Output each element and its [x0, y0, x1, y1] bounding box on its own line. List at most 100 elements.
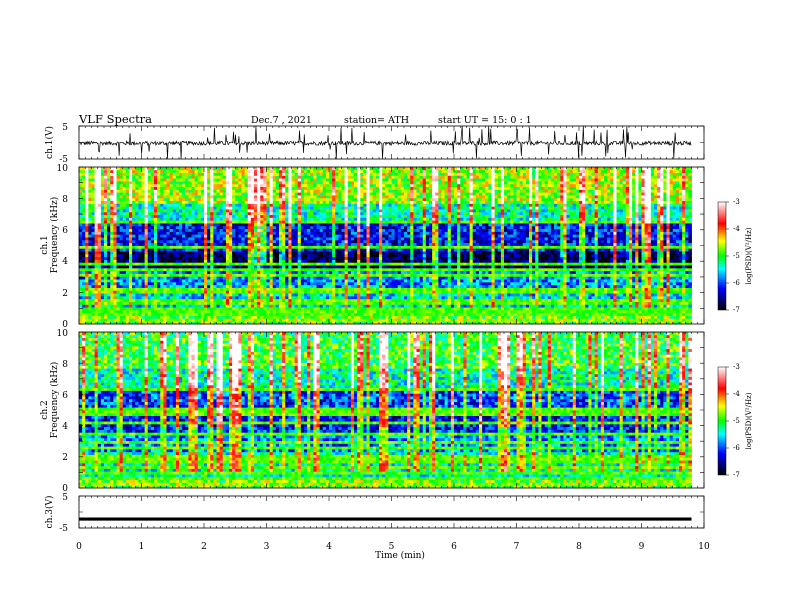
spectrogram-cell: [216, 251, 221, 255]
spectrogram-cell: [97, 256, 102, 260]
spectrogram-cell: [322, 214, 327, 218]
spectrogram-cell: [166, 287, 171, 291]
spectrogram-cell: [325, 307, 330, 311]
spectrogram-cell: [263, 267, 267, 272]
spectrogram-cell: [135, 192, 139, 196]
spectrogram-cell: [122, 321, 127, 325]
spectrogram-cell: [313, 245, 317, 249]
spectrogram-cell: [285, 304, 289, 308]
spectrogram-cell: [322, 304, 327, 308]
spectrogram-cell: [322, 186, 327, 190]
spectrogram-cell: [204, 206, 208, 210]
spectrogram-cell: [222, 251, 227, 255]
spectrogram-cell: [135, 295, 139, 300]
spectrogram-cell: [344, 307, 349, 311]
spectrogram-cell: [160, 225, 164, 230]
spectrogram-cell: [310, 192, 314, 196]
spectrogram-cell: [285, 209, 289, 213]
spectrogram-cell: [229, 270, 233, 274]
spectrogram-cell: [166, 301, 171, 305]
spectrogram-cell: [169, 183, 174, 188]
spectrogram-cell: [316, 172, 321, 176]
spectrogram-cell: [304, 265, 308, 269]
spectrogram-cell: [238, 265, 242, 269]
spectrogram-cell: [179, 262, 183, 266]
spectrogram-cell: [119, 186, 124, 190]
spectrogram-cell: [279, 287, 283, 291]
spectrogram-cell: [279, 167, 283, 171]
spectrogram-cell: [313, 167, 317, 171]
spectrogram-cell: [329, 245, 333, 249]
spectrogram-cell: [310, 225, 314, 230]
spectrogram-cell: [188, 228, 192, 232]
spectrogram-cell: [213, 321, 217, 325]
spectrogram-cell: [129, 223, 133, 227]
spectrogram-cell: [88, 239, 92, 244]
spectrogram-cell: [129, 211, 133, 216]
spectrogram-cell: [119, 262, 124, 266]
spectrogram-cell: [291, 223, 296, 227]
spectrogram-cell: [325, 237, 330, 241]
spectrogram-cell: [113, 192, 117, 196]
spectrogram-cell: [254, 225, 258, 230]
spectrogram-cell: [232, 276, 236, 280]
spectrogram-cell: [191, 287, 196, 291]
spectrogram-cell: [197, 273, 202, 277]
spectrogram-cell: [129, 259, 133, 263]
spectrogram-cell: [266, 267, 271, 272]
spectrogram-cell: [85, 318, 89, 322]
spectrogram-cell: [316, 318, 321, 322]
spectrogram-cell: [94, 206, 99, 210]
spectrogram-cell: [216, 295, 221, 300]
spectrogram-cell: [244, 172, 249, 176]
spectrogram-cell: [322, 318, 327, 322]
spectrogram-cell: [216, 186, 221, 190]
spectrogram-cell: [294, 251, 299, 255]
spectrogram-cell: [257, 225, 261, 230]
spectrogram-cell: [354, 234, 358, 238]
spectrogram-cell: [216, 270, 221, 274]
spectrogram-cell: [135, 273, 139, 277]
spectrogram-cell: [229, 245, 233, 249]
spectrogram-cell: [279, 192, 283, 196]
spectrogram-cell: [219, 203, 224, 207]
spectrogram-cell: [338, 237, 342, 241]
spectrogram-cell: [141, 279, 146, 283]
spectrogram-cell: [138, 312, 142, 316]
spectrogram-cell: [207, 251, 211, 255]
spectrogram-cell: [182, 197, 186, 202]
spectrogram-cell: [185, 223, 189, 227]
spectrogram-cell: [204, 242, 208, 246]
spectrogram-cell: [350, 265, 355, 269]
spectrogram-cell: [238, 189, 242, 193]
spectrogram-cell: [354, 270, 358, 274]
spectrogram-cell: [350, 321, 355, 325]
spectrogram-cell: [150, 287, 155, 291]
spectrogram-cell: [91, 228, 96, 232]
spectrogram-cell: [82, 169, 86, 173]
spectrogram-cell: [154, 217, 158, 221]
spectrogram-cell: [210, 189, 214, 193]
spectrogram-cell: [169, 214, 174, 218]
spectrogram-cell: [157, 309, 161, 314]
spectrogram-cell: [154, 223, 158, 227]
spectrogram-cell: [79, 175, 83, 179]
spectrogram-cell: [244, 167, 249, 171]
spectrogram-cell: [154, 211, 158, 216]
spectrogram-cell: [116, 256, 121, 260]
spectrogram-cell: [207, 228, 211, 232]
spectrogram-cell: [247, 301, 252, 305]
spectrogram-cell: [204, 267, 208, 272]
spectrogram-cell: [354, 301, 358, 305]
spectrogram-cell: [122, 200, 127, 204]
spectrogram-cell: [229, 259, 233, 263]
spectrogram-cell: [179, 307, 183, 311]
spectrogram-cell: [79, 223, 83, 227]
spectrogram-cell: [163, 253, 167, 258]
spectrogram-cell: [157, 228, 161, 232]
spectrogram-cell: [347, 217, 352, 221]
spectrogram-cell: [88, 195, 92, 199]
spectrogram-cell: [91, 309, 96, 314]
spectrogram-cell: [257, 206, 261, 210]
spectrogram-cell: [104, 234, 108, 238]
